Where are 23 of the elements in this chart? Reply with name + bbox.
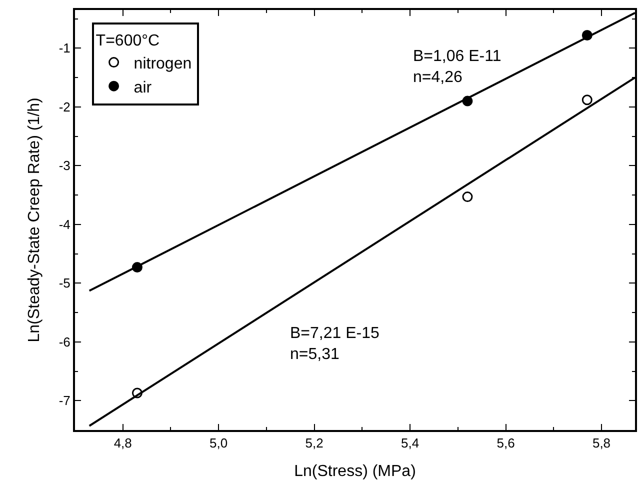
y-tick-label: -7 [58,393,70,408]
point [582,94,592,106]
x-tick-label: 5,2 [305,436,324,451]
legend-label: nitrogen [134,56,192,73]
x-axis-title: Ln(Stress) (MPa) [294,462,416,480]
legend-label: air [134,79,152,96]
x-tick-label: 5,8 [592,436,611,451]
y-tick-label: -4 [58,216,70,232]
y-tick-label: -2 [58,99,70,114]
x-tick-label: 5,0 [210,436,228,451]
y-tick-label: -5 [58,276,70,291]
annotation: B=1,06 E-11 n=4,26 [413,48,502,86]
x-tick-label: 5,4 [401,436,420,451]
point [462,192,473,202]
point [132,388,142,398]
y-tick-label: -3 [58,158,70,174]
x-tick-label: 5,6 [496,436,515,451]
y-tick-label: -1 [58,40,70,56]
y-axis-title: Ln(Steady-State Creep Rate) (1/h) [26,98,44,342]
annotation: B=7,21 E-15 n=5,31 [290,325,380,363]
y-tick-label: -6 [58,334,70,350]
x-tick-label: 4,8 [114,436,132,451]
legend-title: T=600°C [96,32,160,50]
